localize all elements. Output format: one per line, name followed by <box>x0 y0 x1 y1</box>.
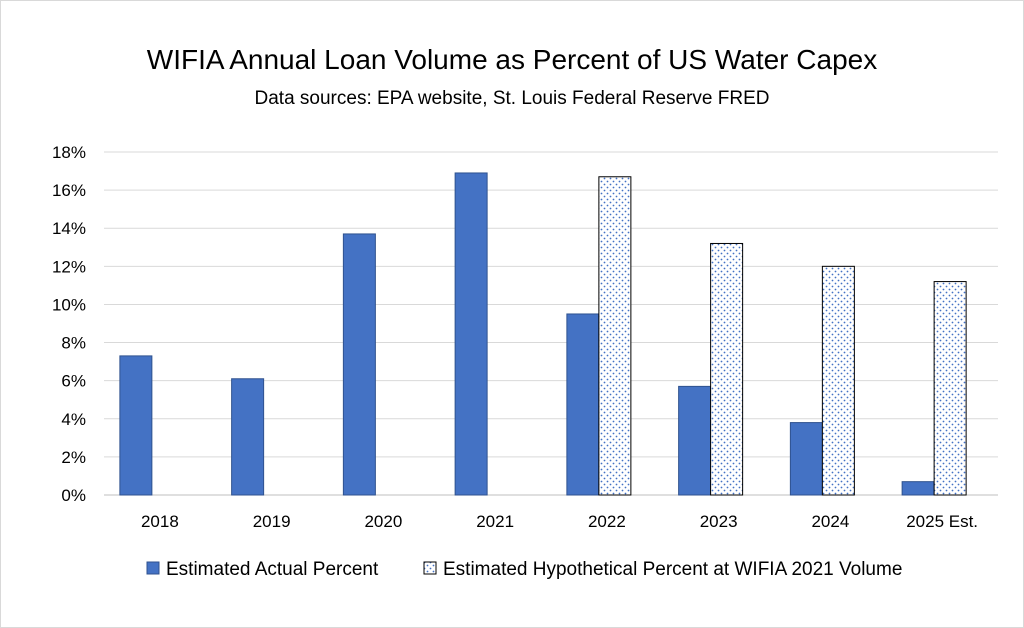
x-tick-label: 2022 <box>588 512 626 531</box>
x-tick-label: 2023 <box>700 512 738 531</box>
bar-actual <box>342 233 376 496</box>
bar-hypothetical <box>933 281 967 496</box>
bar-actual <box>231 378 265 496</box>
y-tick-label: 10% <box>52 295 86 314</box>
bar-hypothetical <box>598 176 632 496</box>
x-tick-label: 2025 Est. <box>906 512 978 531</box>
bar-actual <box>789 422 823 496</box>
chart-title: WIFIA Annual Loan Volume as Percent of U… <box>146 44 878 75</box>
y-tick-label: 4% <box>61 410 86 429</box>
y-tick-label: 8% <box>61 334 86 353</box>
bar-actual <box>454 172 488 496</box>
bar-actual <box>901 481 935 496</box>
bar-actual <box>678 385 712 496</box>
y-tick-label: 14% <box>52 219 86 238</box>
x-tick-label: 2020 <box>364 512 402 531</box>
bar-hypothetical <box>710 242 744 496</box>
x-tick-label: 2019 <box>253 512 291 531</box>
y-tick-label: 0% <box>61 486 86 505</box>
y-tick-label: 6% <box>61 372 86 391</box>
bar-actual <box>566 313 600 496</box>
y-tick-label: 2% <box>61 448 86 467</box>
bar-hypothetical <box>821 265 855 496</box>
bar-actual <box>119 355 153 496</box>
y-tick-label: 18% <box>52 143 86 162</box>
legend-swatch-hypothetical <box>423 561 437 575</box>
y-tick-label: 16% <box>52 181 86 200</box>
x-tick-label: 2021 <box>476 512 514 531</box>
legend-label-actual: Estimated Actual Percent <box>166 559 379 580</box>
y-tick-label: 12% <box>52 257 86 276</box>
x-tick-label: 2024 <box>811 512 849 531</box>
legend-label-hypothetical: Estimated Hypothetical Percent at WIFIA … <box>443 559 902 580</box>
legend-swatch-actual <box>146 561 160 575</box>
x-tick-label: 2018 <box>141 512 179 531</box>
chart-subtitle: Data sources: EPA website, St. Louis Fed… <box>254 88 770 109</box>
